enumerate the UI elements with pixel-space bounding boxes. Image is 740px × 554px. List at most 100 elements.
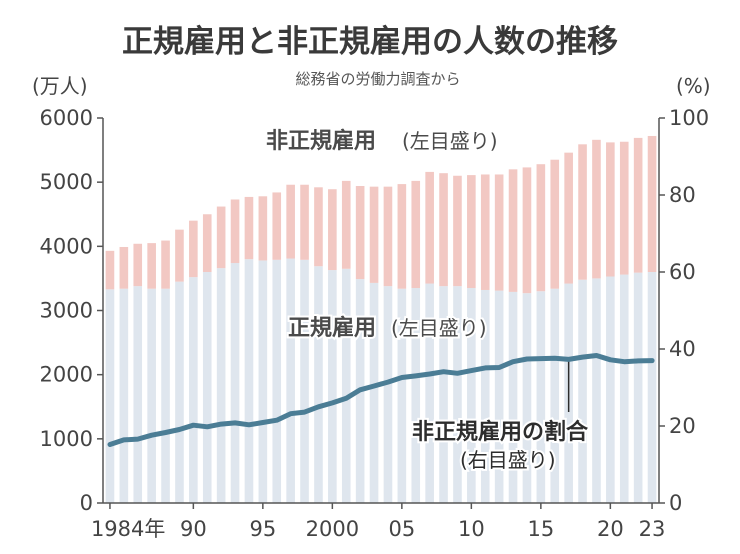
- ratio-point-1991: [205, 424, 210, 429]
- bar-regular-2012: [494, 290, 504, 503]
- ratio-point-1994: [246, 422, 251, 427]
- bar-regular-2004: [383, 286, 393, 503]
- bar-irregular-2008: [439, 173, 448, 287]
- ratio-point-2018: [580, 355, 585, 360]
- bar-regular-2001: [341, 268, 351, 503]
- ratio-point-2023: [650, 358, 655, 363]
- bar-regular-1985: [119, 288, 129, 503]
- bar-regular-2015: [536, 291, 546, 503]
- ratio-point-2009: [455, 371, 460, 376]
- bar-irregular-1999: [314, 187, 323, 267]
- right-tick-label-0: 0: [669, 491, 682, 515]
- ratio-point-2020: [608, 357, 613, 362]
- bar-irregular-2006: [411, 180, 421, 289]
- ratio-point-1985: [121, 437, 126, 442]
- left-tick-label-0: 0: [80, 491, 93, 515]
- ratio-point-2004: [385, 380, 390, 385]
- regular-note: (左目盛り): [391, 316, 487, 340]
- ratio-point-1988: [163, 430, 168, 435]
- x-axis-ticks: 1984年 90 95 2000 05 10 15 20 23: [91, 503, 665, 541]
- bar-irregular-1989: [175, 229, 184, 282]
- right-axis-ticks: 0 20 40 60 80 100: [659, 106, 709, 515]
- ratio-label: 非正規雇用の割合: [412, 419, 589, 445]
- ratio-point-2001: [344, 396, 349, 401]
- x-tick-label-1995: 95: [249, 517, 276, 541]
- left-tick-label-3000: 3000: [40, 299, 93, 323]
- ratio-point-2021: [622, 359, 627, 364]
- bar-irregular-1987: [147, 243, 156, 289]
- bar-irregular-1988: [161, 240, 170, 289]
- bar-irregular-2011: [480, 174, 490, 290]
- bar-regular-1991: [202, 272, 212, 503]
- bar-regular-1996: [272, 259, 282, 503]
- ratio-point-2013: [511, 359, 516, 364]
- ratio-point-2003: [372, 383, 377, 388]
- bar-irregular-1996: [272, 192, 282, 260]
- bar-regular-2011: [480, 289, 490, 503]
- ratio-point-2014: [524, 357, 529, 362]
- left-axis-unit: (万人): [32, 74, 88, 98]
- bar-irregular-2021: [619, 141, 629, 275]
- ratio-point-1995: [260, 420, 265, 425]
- right-axis-unit: (%): [676, 74, 711, 98]
- bar-irregular-1986: [133, 243, 143, 287]
- ratio-point-1986: [135, 437, 140, 442]
- ratio-point-2010: [469, 368, 474, 373]
- bar-regular-2003: [369, 282, 379, 503]
- right-tick-label-60: 60: [669, 260, 696, 284]
- x-tick-label-1990: 90: [180, 517, 207, 541]
- irregular-note: (左目盛り): [402, 129, 498, 153]
- right-tick-label-20: 20: [669, 414, 696, 438]
- bar-regular-1990: [189, 277, 198, 503]
- ratio-point-1989: [177, 427, 182, 432]
- bar-irregular-1991: [202, 214, 212, 272]
- left-tick-label-1000: 1000: [40, 427, 93, 451]
- ratio-point-1996: [274, 418, 279, 423]
- ratio-point-1993: [233, 420, 238, 425]
- bar-regular-1994: [244, 259, 254, 503]
- bar-regular-2020: [606, 276, 615, 503]
- bar-regular-1998: [300, 259, 309, 503]
- bar-irregular-1984: [105, 250, 115, 290]
- bar-irregular-2013: [508, 169, 518, 292]
- bar-irregular-2005: [397, 184, 407, 289]
- chart-subtitle: 総務省の労働力調査から: [295, 70, 460, 88]
- ratio-point-2015: [538, 356, 543, 361]
- bar-irregular-2022: [633, 137, 643, 273]
- bar-regular-1995: [258, 260, 268, 503]
- bar-irregular-1985: [119, 246, 129, 289]
- bar-irregular-1993: [230, 199, 240, 264]
- ratio-point-2005: [399, 375, 404, 380]
- bar-regular-2018: [578, 279, 587, 503]
- left-tick-label-2000: 2000: [40, 363, 93, 387]
- bar-regular-2010: [467, 288, 476, 503]
- bar-regular-2013: [508, 291, 518, 503]
- irregular-label: 非正規雇用: [266, 128, 376, 154]
- bar-irregular-2010: [467, 175, 476, 289]
- x-tick-label-2015: 15: [527, 517, 554, 541]
- x-tick-label-2023: 23: [639, 517, 666, 541]
- right-tick-label-40: 40: [669, 337, 696, 361]
- bar-irregular-1997: [286, 184, 295, 259]
- x-tick-label-2005: 05: [388, 517, 415, 541]
- x-tick-label-1984: 1984年: [91, 517, 165, 541]
- bar-irregular-2004: [383, 186, 393, 287]
- bars-group: [105, 135, 657, 503]
- bar-regular-1987: [147, 288, 156, 503]
- ratio-point-2008: [441, 369, 446, 374]
- ratio-point-2006: [413, 373, 418, 378]
- bar-regular-1989: [175, 281, 184, 503]
- bar-regular-2023: [647, 272, 657, 503]
- bar-regular-2007: [425, 283, 434, 503]
- bar-irregular-2018: [578, 144, 587, 280]
- bar-regular-2019: [592, 278, 601, 503]
- bar-irregular-2016: [550, 159, 560, 289]
- bar-regular-2006: [411, 288, 421, 503]
- ratio-point-2007: [427, 372, 432, 377]
- bar-regular-2021: [619, 274, 629, 503]
- bar-regular-2008: [439, 286, 448, 503]
- bar-irregular-2012: [494, 174, 504, 291]
- bar-irregular-2015: [536, 164, 546, 292]
- bar-irregular-2014: [522, 167, 532, 294]
